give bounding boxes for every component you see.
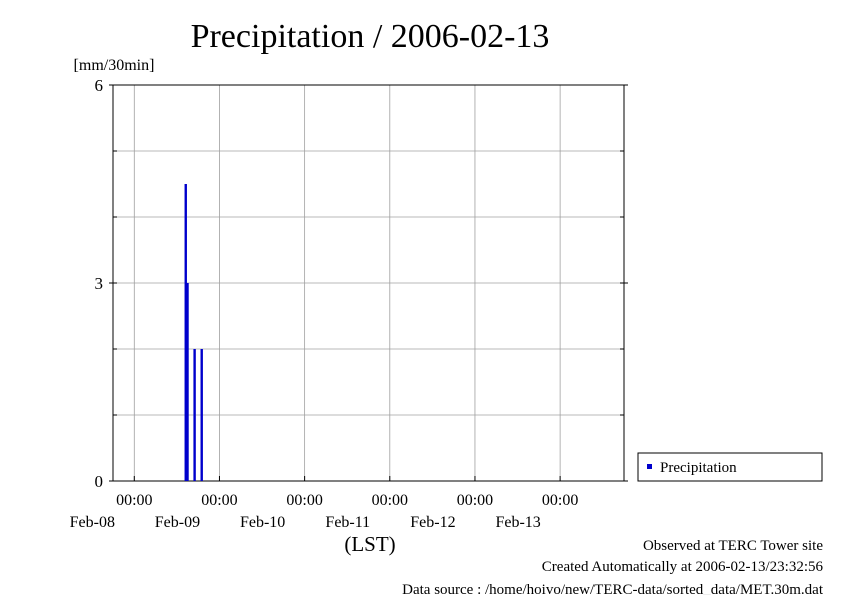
footer-observed: Observed at TERC Tower site [643, 538, 823, 554]
bars [184, 184, 203, 481]
legend-box [637, 452, 823, 482]
precipitation-bar [186, 283, 189, 481]
y-tick-label: 3 [95, 274, 104, 293]
x-tick-date-label: Feb-09 [155, 514, 200, 531]
x-axis-ticks: 00:00Feb-0800:00Feb-0900:00Feb-1000:00Fe… [70, 476, 578, 531]
x-tick-date-label: Feb-08 [70, 514, 115, 531]
legend-swatch [647, 464, 652, 469]
x-tick-time-label: 00:00 [457, 492, 493, 509]
x-tick-time-label: 00:00 [542, 492, 578, 509]
x-tick-date-label: Feb-11 [325, 514, 370, 531]
x-tick-date-label: Feb-10 [240, 514, 285, 531]
precipitation-bar [184, 184, 187, 481]
x-tick-time-label: 00:00 [116, 492, 152, 509]
legend-label: Precipitation [660, 460, 737, 476]
y-tick-label: 0 [95, 472, 104, 491]
x-tick-time-label: 00:00 [201, 492, 237, 509]
x-tick-time-label: 00:00 [286, 492, 322, 509]
footer-source: Data source : /home/hoivo/new/TERC-data/… [402, 582, 824, 595]
legend: Precipitation [637, 452, 823, 482]
precipitation-bar [200, 349, 203, 481]
chart-title: Precipitation / 2006-02-13 [191, 18, 550, 55]
y-axis-unit-label: [mm/30min] [74, 57, 155, 74]
precipitation-bar [193, 349, 196, 481]
footer-created: Created Automatically at 2006-02-13/23:3… [542, 559, 824, 575]
x-tick-date-label: Feb-13 [495, 514, 540, 531]
x-tick-time-label: 00:00 [372, 492, 408, 509]
x-axis-label: (LST) [344, 532, 395, 556]
y-tick-label: 6 [95, 76, 104, 95]
y-axis-ticks: 0 3 6 [95, 76, 628, 491]
grid [113, 85, 624, 481]
x-tick-date-label: Feb-12 [410, 514, 455, 531]
